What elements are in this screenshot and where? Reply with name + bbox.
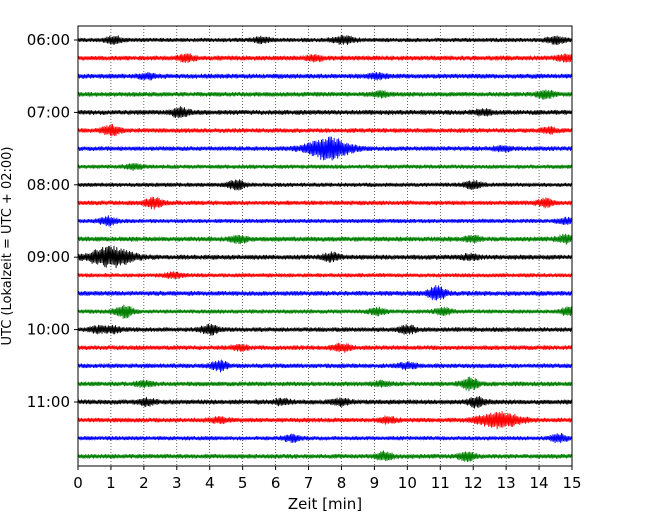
y-tick-label: 09:00 <box>27 248 70 266</box>
x-tick-label: 4 <box>205 474 215 492</box>
trace-1100 <box>77 396 573 409</box>
x-tick-label: 3 <box>172 474 182 492</box>
trace-0900 <box>77 245 573 269</box>
trace-group <box>77 34 573 463</box>
trace-0630 <box>77 71 573 81</box>
trace-0945 <box>77 304 573 319</box>
trace-0915 <box>77 271 573 280</box>
trace-0830 <box>77 215 573 227</box>
trace-0715 <box>77 123 573 137</box>
trace-1045 <box>77 376 573 392</box>
trace-0600 <box>77 34 573 46</box>
y-tick-label: 11:00 <box>27 393 70 411</box>
trace-0730 <box>77 136 573 161</box>
trace-0645 <box>77 89 573 100</box>
trace-0815 <box>77 196 573 210</box>
x-tick-label: 12 <box>464 474 483 492</box>
trace-0700 <box>77 106 573 119</box>
y-tick-label: 06:00 <box>27 31 70 49</box>
trace-1115 <box>77 411 573 430</box>
trace-1130 <box>77 432 573 444</box>
y-axis-label: UTC (Lokalzeit = UTC + 02:00) <box>0 147 15 346</box>
x-tick-label: 13 <box>497 474 516 492</box>
trace-1000 <box>77 323 573 336</box>
y-tick-label: 07:00 <box>27 103 70 121</box>
y-axis: 06:00 07:00 08:00 09:00 10:00 11:00 <box>27 31 78 411</box>
y-tick-label: 10:00 <box>27 321 70 339</box>
trace-1030 <box>77 359 573 373</box>
grid-lines <box>110 26 540 466</box>
trace-0845 <box>77 233 573 245</box>
x-tick-label: 5 <box>238 474 248 492</box>
y-tick-label: 08:00 <box>27 176 70 194</box>
trace-0745 <box>77 162 573 172</box>
x-tick-label: 0 <box>73 474 83 492</box>
x-tick-label: 15 <box>562 474 581 492</box>
trace-0930 <box>77 285 573 301</box>
x-tick-label: 10 <box>398 474 417 492</box>
trace-0800 <box>77 179 573 191</box>
x-tick-label: 14 <box>530 474 549 492</box>
trace-1145 <box>77 450 573 463</box>
trace-0615 <box>77 53 573 64</box>
x-tick-label: 7 <box>304 474 314 492</box>
x-tick-label: 9 <box>370 474 380 492</box>
x-axis: 0 1 2 3 4 5 6 7 8 9 10 11 12 13 14 15 <box>73 466 582 492</box>
x-tick-label: 11 <box>431 474 450 492</box>
x-axis-label: Zeit [min] <box>288 495 362 513</box>
trace-1015 <box>77 342 573 353</box>
x-tick-label: 6 <box>271 474 281 492</box>
x-tick-label: 8 <box>337 474 347 492</box>
x-tick-label: 1 <box>106 474 116 492</box>
plot-frame <box>77 25 573 467</box>
x-tick-label: 2 <box>139 474 149 492</box>
